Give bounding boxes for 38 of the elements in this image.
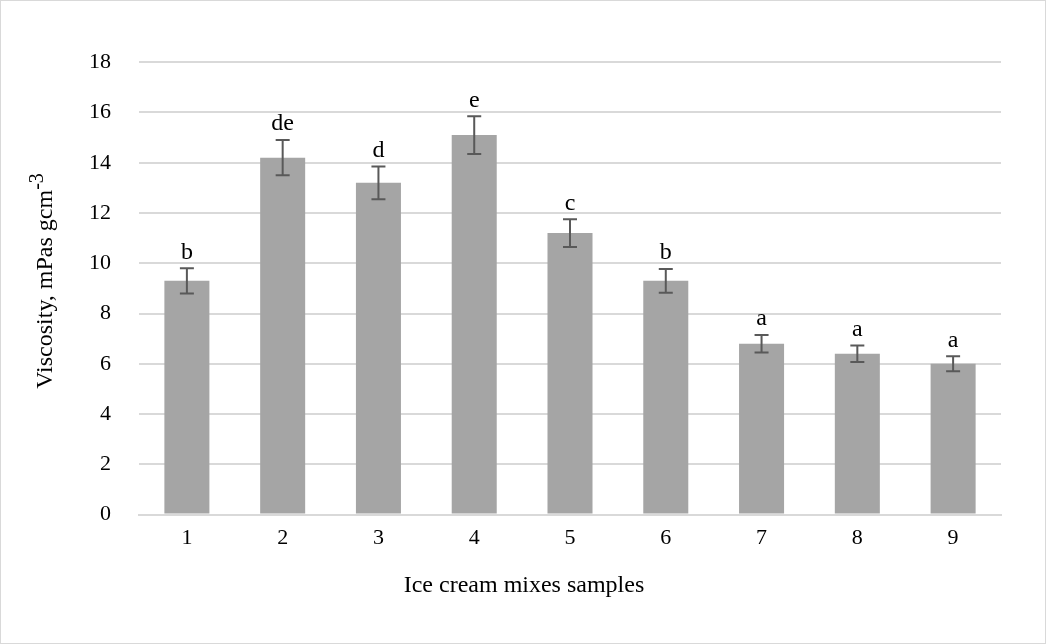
y-tick-label: 0 <box>100 500 111 526</box>
y-tick-label: 4 <box>100 399 111 425</box>
x-tick-label: 4 <box>468 523 480 549</box>
x-tick-label: 9 <box>947 523 959 549</box>
bar <box>451 135 497 514</box>
x-axis-title: Ice cream mixes samples <box>402 571 646 598</box>
x-tick-label: 3 <box>372 523 384 549</box>
y-tick-label: 18 <box>89 47 111 73</box>
y-tick-label: 6 <box>100 349 111 375</box>
y-tick-label: 10 <box>89 249 111 275</box>
y-tick-label: 16 <box>89 98 111 124</box>
y-tick-label: 8 <box>100 299 111 325</box>
x-tick-label: 5 <box>564 523 576 549</box>
annotation: b <box>659 238 672 265</box>
bar <box>260 157 306 514</box>
bar <box>547 233 593 514</box>
y-tick-label: 14 <box>89 148 111 174</box>
annotation: a <box>756 304 768 331</box>
annotation: c <box>564 188 576 215</box>
bar <box>643 280 689 514</box>
x-tick-label: 1 <box>181 523 193 549</box>
annotation: a <box>852 314 864 341</box>
annotation: b <box>180 237 193 264</box>
bar <box>834 353 880 514</box>
bar <box>355 182 401 514</box>
bar <box>930 363 976 514</box>
annotation: d <box>372 135 385 162</box>
x-tick-label: 8 <box>851 523 863 549</box>
annotation: a <box>947 325 959 352</box>
annotation: e <box>468 85 480 112</box>
bar <box>164 280 210 514</box>
x-tick-label: 7 <box>756 523 768 549</box>
y-tick-label: 2 <box>100 450 111 476</box>
annotation: de <box>271 109 294 136</box>
bar <box>739 343 785 514</box>
x-tick-label: 2 <box>277 523 289 549</box>
x-tick-label: 6 <box>660 523 672 549</box>
y-tick-label: 12 <box>89 198 111 224</box>
